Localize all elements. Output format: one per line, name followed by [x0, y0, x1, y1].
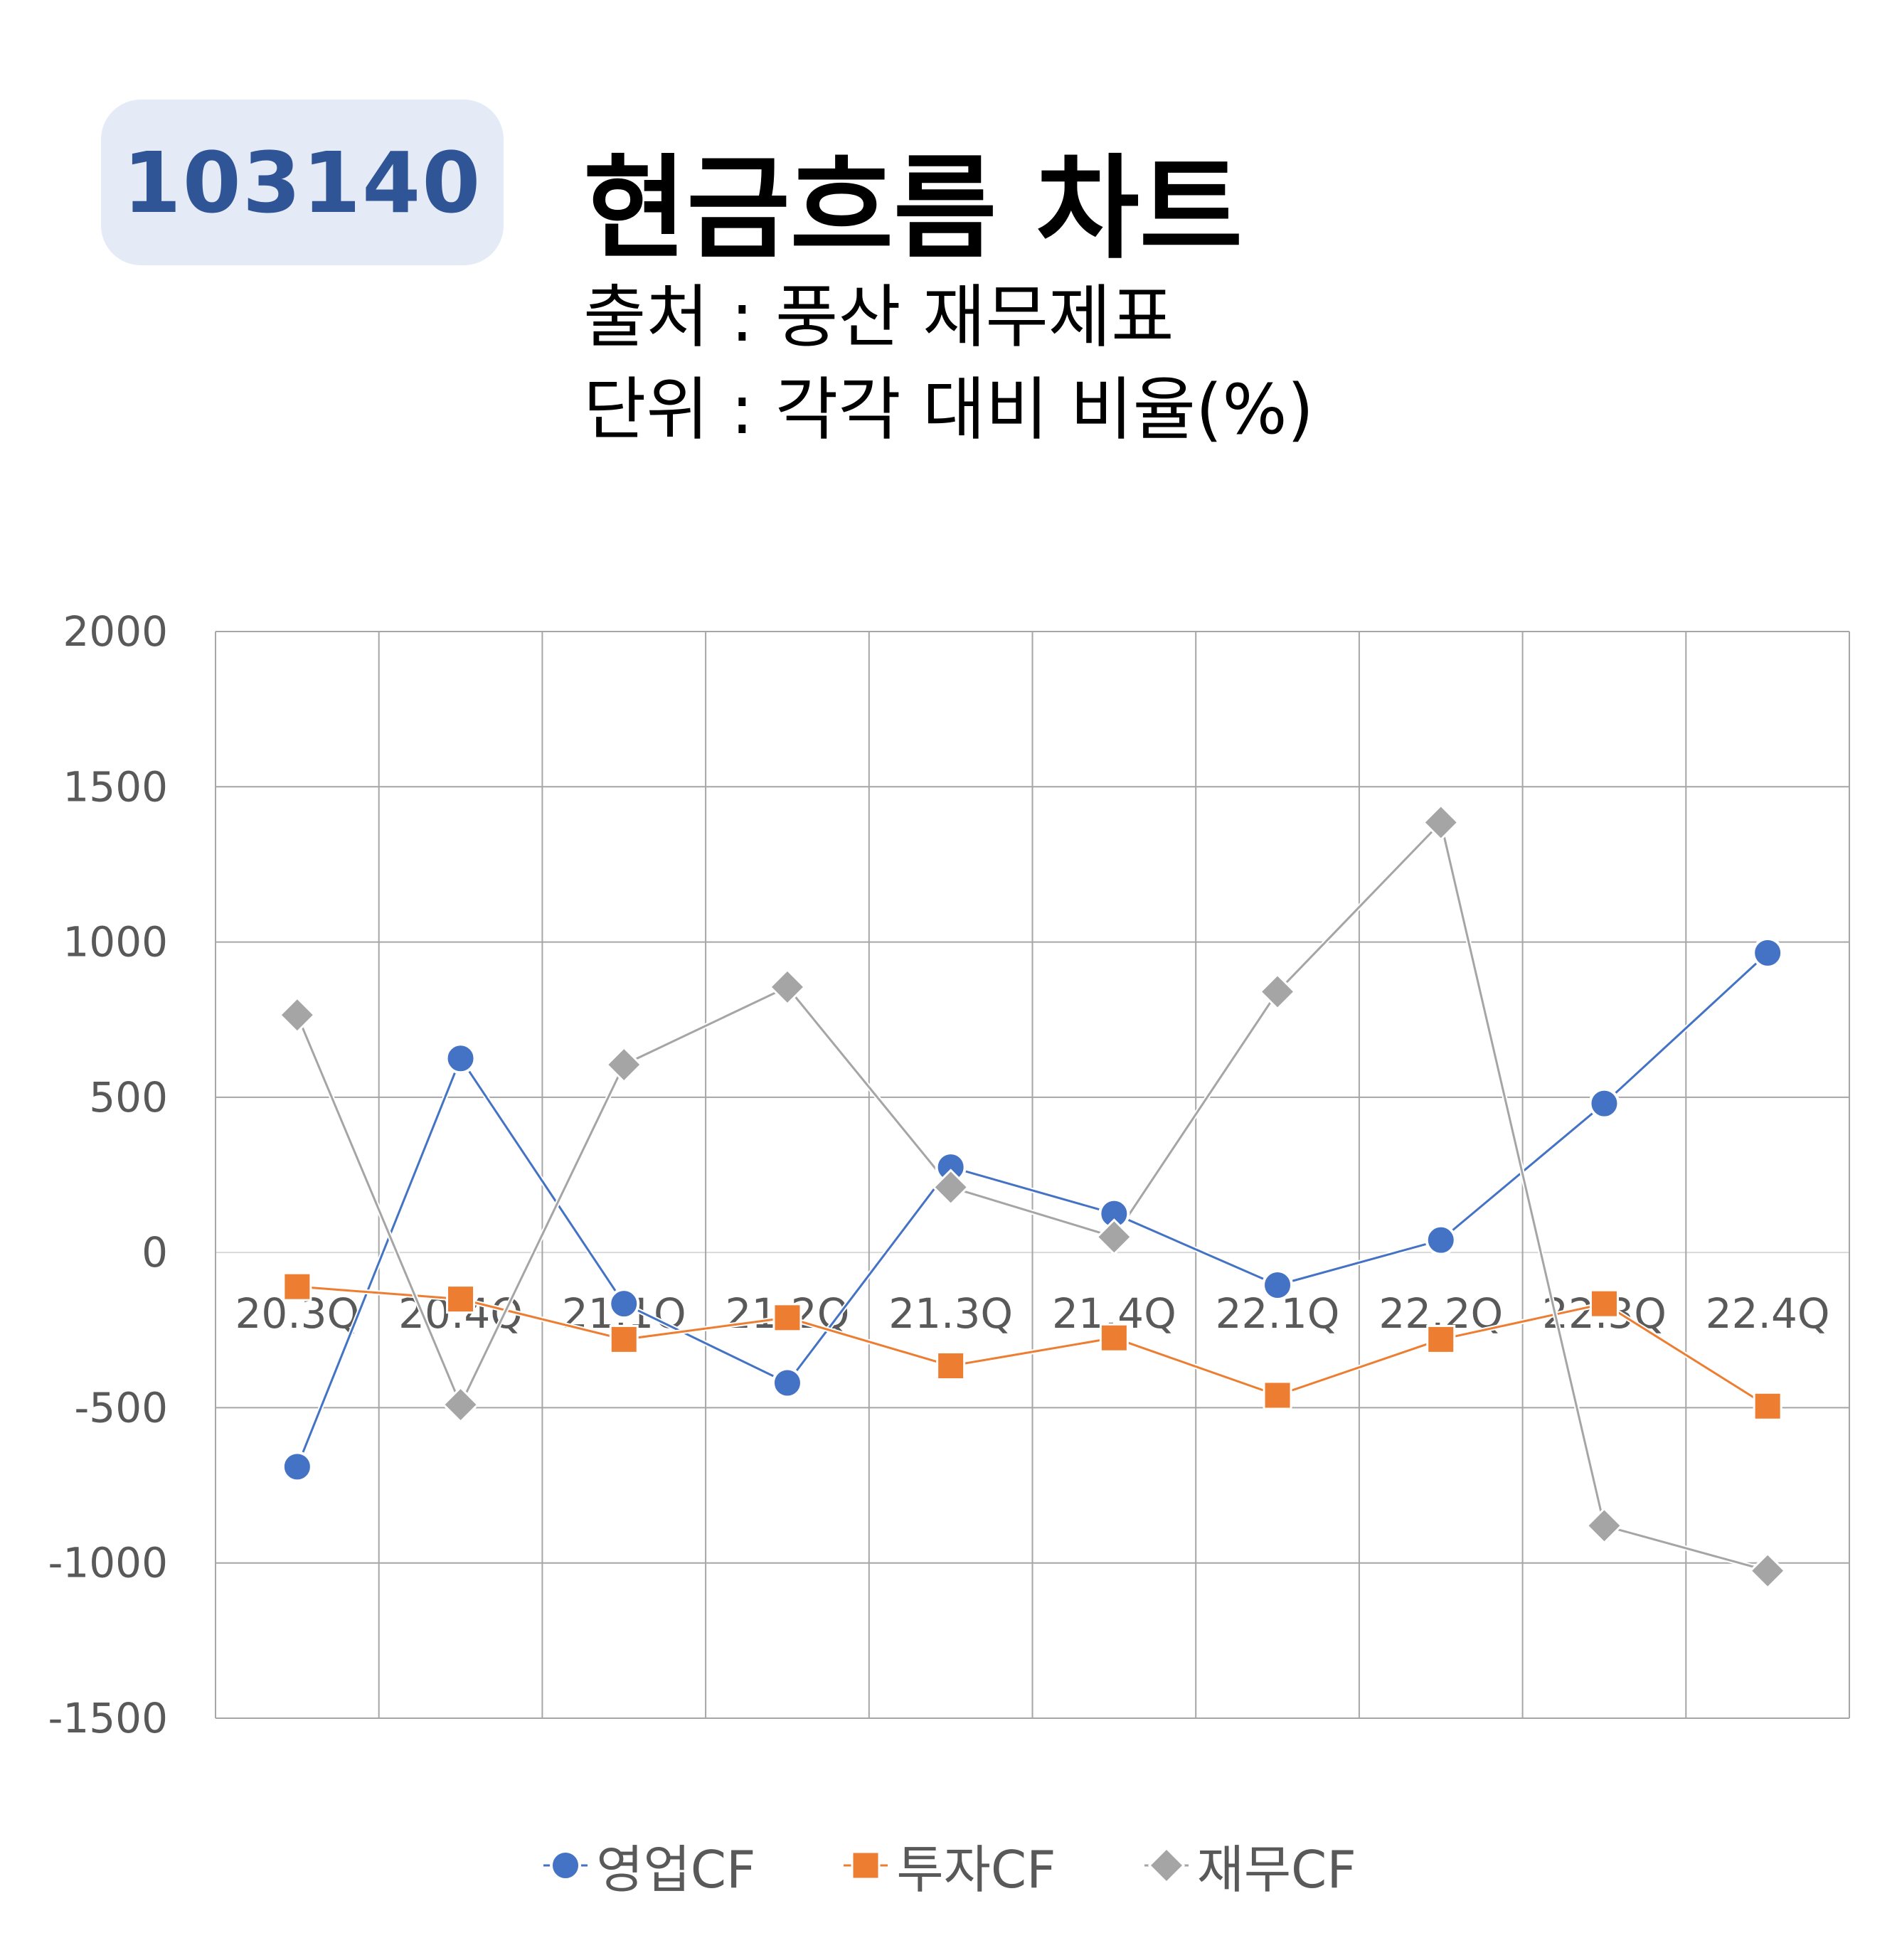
chart-legend: 영업CF 투자CF 재무CF [0, 1828, 1897, 1902]
y-tick-label: 2000 [63, 607, 168, 656]
y-tick-label: 1500 [63, 762, 168, 811]
data-point [1749, 1552, 1787, 1589]
stock-code-badge: 103140 [101, 100, 504, 265]
data-point [771, 1367, 803, 1399]
source-label: 출처 : 풍산 재무제표 [583, 277, 1174, 357]
data-point [936, 1351, 966, 1380]
series-3 [294, 817, 1769, 1574]
data-point [282, 1272, 312, 1301]
data-point [609, 1324, 639, 1354]
legend-swatch [1144, 1846, 1189, 1884]
chart-series [278, 804, 1787, 1589]
legend-label: 투자CF [896, 1840, 1056, 1900]
data-point [1095, 1218, 1133, 1256]
data-point [1262, 1269, 1294, 1301]
legend-swatch [844, 1850, 888, 1880]
data-point [1753, 1391, 1782, 1421]
data-point [445, 1043, 477, 1075]
y-tick-label: -1500 [48, 1694, 168, 1742]
data-point [1099, 1323, 1129, 1353]
data-point [278, 996, 316, 1034]
data-point [932, 1168, 969, 1206]
y-tick-label: -1000 [48, 1539, 168, 1587]
y-tick-label: -500 [74, 1383, 168, 1432]
data-point [851, 1850, 881, 1880]
x-tick-label: 22.4Q [1706, 1289, 1830, 1338]
data-point [550, 1849, 582, 1881]
legend-label: 재무CF [1196, 1840, 1356, 1900]
data-point [772, 1303, 802, 1333]
data-point [1425, 1224, 1457, 1256]
legend-label: 영업CF [596, 1840, 756, 1900]
data-point [446, 1284, 476, 1314]
data-point [281, 1451, 313, 1483]
data-point [608, 1288, 640, 1320]
series-markers-3 [278, 804, 1787, 1589]
y-axis-ticks: 2000 1500 1000 500 0 -500 -1000 -1500 [48, 607, 168, 1742]
data-point [1752, 937, 1784, 969]
legend-item: 영업CF [541, 1828, 755, 1902]
legend-item: 투자CF [841, 1828, 1056, 1902]
data-point [1588, 1087, 1620, 1119]
chart-grid [215, 631, 1850, 1719]
legend-swatch [543, 1849, 588, 1881]
series-markers-1 [281, 937, 1784, 1483]
data-point [1147, 1846, 1185, 1884]
data-point [1422, 804, 1460, 841]
data-point [1263, 1380, 1292, 1410]
series-markers-2 [282, 1272, 1782, 1421]
data-point [442, 1385, 479, 1424]
series-line [296, 820, 1768, 1572]
series-2 [297, 1284, 1770, 1409]
page-title: 현금흐름 차트 [583, 144, 1243, 275]
stock-code: 103140 [122, 133, 482, 232]
data-point [768, 968, 807, 1006]
y-tick-label: 0 [142, 1228, 168, 1277]
data-point [605, 1045, 643, 1084]
unit-label: 단위 : 각각 대비 비율(%) [583, 370, 1314, 449]
data-point [1426, 1324, 1456, 1354]
x-tick-label: 21.3Q [888, 1289, 1013, 1338]
data-point [1589, 1289, 1619, 1319]
legend-item: 재무CF [1142, 1828, 1356, 1902]
y-tick-label: 500 [89, 1073, 168, 1122]
data-point [1585, 1507, 1623, 1545]
y-tick-label: 1000 [63, 918, 168, 966]
data-point [1258, 973, 1297, 1011]
series-line [297, 1285, 1768, 1407]
